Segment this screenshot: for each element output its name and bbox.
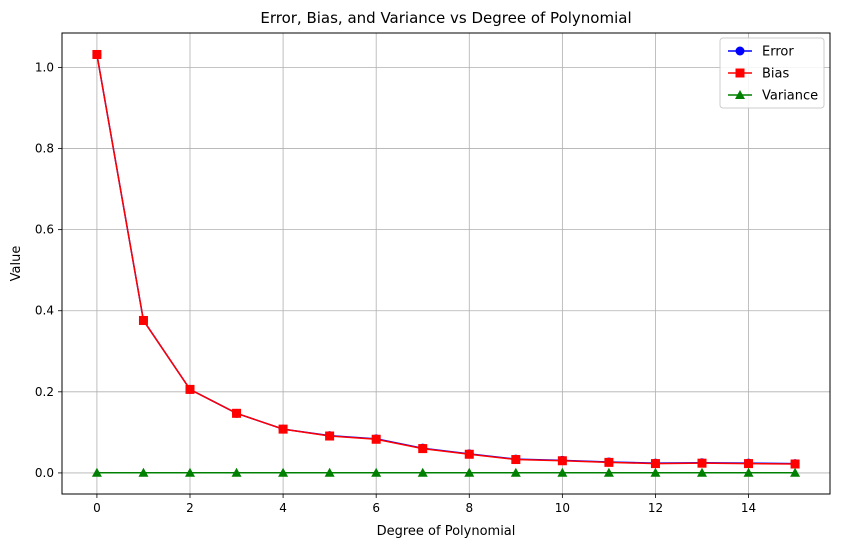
y-tick-label: 0.0: [35, 466, 54, 480]
variance-point: [510, 467, 521, 477]
x-tick-label: 6: [372, 501, 380, 515]
bias-line: [96, 54, 796, 465]
variance-point: [324, 467, 335, 477]
axes-frame: [61, 32, 831, 495]
y-tick-label: 0.4: [35, 304, 54, 318]
bias-point: [744, 459, 754, 469]
legend-bias-marker: [735, 68, 745, 78]
variance-series: [91, 467, 801, 477]
bias-point: [511, 455, 521, 465]
chart-title: Error, Bias, and Variance vs Degree of P…: [260, 9, 631, 27]
variance-point: [185, 467, 195, 477]
y-tick-label: 0.6: [35, 223, 54, 237]
variance-point: [417, 467, 428, 477]
variance-point: [371, 467, 382, 477]
bias-point: [138, 315, 148, 325]
series-layer: [91, 49, 801, 477]
bias-point: [464, 449, 474, 459]
bias-point: [557, 456, 567, 466]
variance-point: [138, 467, 149, 477]
x-tick-label: 4: [279, 501, 287, 515]
variance-point: [464, 467, 475, 477]
legend-bias-label: Bias: [762, 67, 789, 82]
x-tick-label: 10: [555, 501, 570, 515]
x-tick-label: 14: [741, 501, 756, 515]
y-tick-label: 0.8: [35, 142, 54, 156]
variance-point: [790, 467, 801, 477]
legend-box: [719, 37, 825, 109]
bias-point: [650, 459, 660, 469]
variance-point: [650, 467, 661, 477]
x-tick-label: 0: [93, 501, 101, 515]
variance-point: [603, 467, 614, 477]
bias-series: [92, 49, 800, 469]
bias-point: [418, 444, 428, 454]
variance-point: [697, 467, 707, 477]
variance-point: [557, 467, 568, 477]
bias-point: [185, 384, 195, 394]
legend-variance-label: Variance: [762, 89, 818, 104]
x-tick-label: 8: [465, 501, 473, 515]
legend-variance-marker: [735, 90, 745, 99]
variance-point: [91, 467, 102, 477]
legend-error-marker: [735, 46, 745, 56]
y-axis-label: Value: [9, 246, 24, 282]
y-tick-label: 0.2: [35, 385, 54, 399]
x-axis-label: Degree of Polynomial: [377, 524, 516, 539]
variance-point: [743, 467, 754, 477]
variance-point: [231, 467, 242, 477]
x-tick-label: 12: [648, 501, 663, 515]
y-tick-label: 1.0: [35, 60, 54, 74]
bias-point: [325, 431, 335, 441]
variance-point: [278, 467, 289, 477]
bias-point: [278, 424, 288, 434]
bias-point: [790, 459, 800, 469]
bias-point: [92, 49, 102, 59]
bias-point: [371, 434, 381, 444]
bias-point: [232, 408, 242, 418]
bias-point: [697, 458, 707, 468]
legend: Error Bias Variance: [719, 37, 825, 109]
bias-point: [604, 457, 614, 467]
x-tick-label: 2: [186, 501, 194, 515]
tick-layer: 0 2 4 6 8 10 12 14 0.0 0.2 0.4 0.6 0.8 1.0: [35, 60, 756, 515]
legend-error-label: Error: [762, 45, 794, 60]
grid-lines: [62, 33, 830, 494]
